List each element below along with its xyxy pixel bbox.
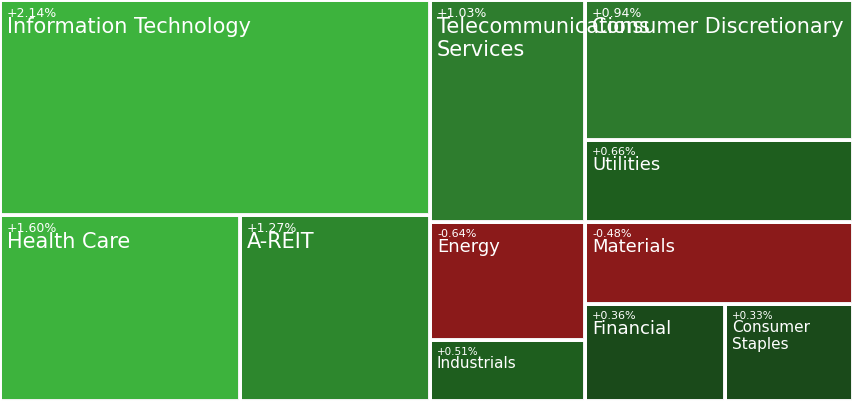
Text: +0.36%: +0.36% (591, 311, 636, 321)
Text: +1.27%: +1.27% (247, 222, 297, 235)
Bar (429, 0, 584, 222)
Text: +0.51%: +0.51% (436, 347, 478, 357)
Bar (239, 215, 429, 401)
Text: Financial: Financial (591, 320, 671, 338)
Text: +0.66%: +0.66% (591, 147, 636, 157)
Bar (586, 224, 850, 302)
Bar (586, 142, 850, 220)
Bar (431, 2, 582, 220)
Text: Consumer Discretionary: Consumer Discretionary (591, 17, 843, 37)
Text: Consumer
Staples: Consumer Staples (731, 320, 809, 352)
Bar (431, 342, 582, 399)
Text: -0.64%: -0.64% (436, 229, 475, 239)
Text: Energy: Energy (436, 238, 499, 256)
Bar (2, 2, 428, 213)
Bar (429, 340, 584, 401)
Bar (2, 217, 238, 399)
Bar (586, 2, 850, 138)
Text: Materials: Materials (591, 238, 674, 256)
Text: +0.33%: +0.33% (731, 311, 773, 321)
Text: +0.94%: +0.94% (591, 7, 642, 20)
Bar (584, 0, 852, 140)
Bar (584, 304, 724, 401)
Text: Industrials: Industrials (436, 356, 516, 371)
Text: +1.03%: +1.03% (436, 7, 486, 20)
Text: Utilities: Utilities (591, 156, 659, 174)
Text: Health Care: Health Care (7, 232, 130, 252)
Bar (584, 140, 852, 222)
Text: A-REIT: A-REIT (247, 232, 314, 252)
Bar (586, 306, 722, 399)
Text: +1.60%: +1.60% (7, 222, 57, 235)
Bar (726, 306, 850, 399)
Bar (242, 217, 428, 399)
Bar (431, 224, 582, 338)
Bar (724, 304, 852, 401)
Text: Information Technology: Information Technology (7, 17, 250, 37)
Bar (0, 215, 239, 401)
Bar (429, 222, 584, 340)
Bar (0, 0, 429, 215)
Text: Telecommunications
Services: Telecommunications Services (436, 17, 649, 60)
Text: -0.48%: -0.48% (591, 229, 630, 239)
Bar (584, 222, 852, 304)
Text: +2.14%: +2.14% (7, 7, 57, 20)
